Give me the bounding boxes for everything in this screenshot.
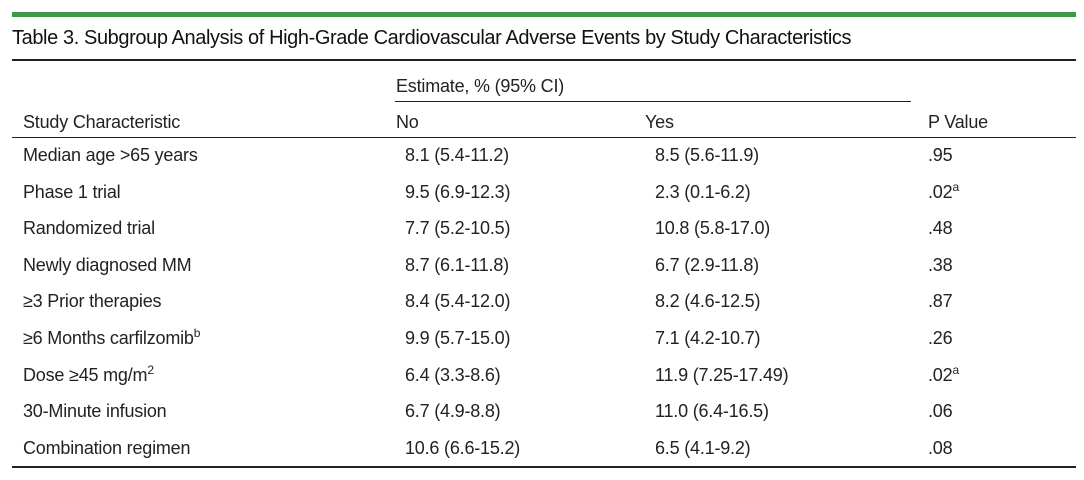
characteristic-text: Phase 1 trial: [23, 181, 121, 202]
table-cell: ≥3 Prior therapies: [23, 291, 162, 312]
bottom-rule: [12, 466, 1076, 468]
no-text: 8.4 (5.4-12.0): [405, 291, 511, 312]
table-cell: 11.0 (6.4-16.5): [655, 401, 769, 421]
accent-bar: [12, 12, 1076, 17]
characteristic-text: ≥3 Prior therapies: [23, 291, 162, 312]
footnote-mark: a: [952, 179, 959, 194]
table-title: Table 3. Subgroup Analysis of High-Grade…: [12, 27, 852, 49]
no-text: 9.5 (6.9-12.3): [405, 181, 511, 202]
table-cell: .38: [928, 254, 953, 275]
no-text: 7.7 (5.2-10.5): [405, 218, 511, 239]
table-cell: 10.6 (6.6-15.2): [405, 438, 520, 458]
top-rule: [12, 59, 1076, 61]
p-text: .06: [928, 401, 953, 422]
characteristic-text: ≥6 Months carfilzomib: [23, 328, 194, 348]
yes-text: 11.9 (7.25-17.49): [655, 364, 789, 385]
table-cell: 8.4 (5.4-12.0): [405, 291, 510, 311]
characteristic-text: Newly diagnosed MM: [23, 254, 192, 275]
table-cell: 7.7 (5.2-10.5): [405, 218, 510, 238]
p-text: .02: [928, 181, 953, 202]
table-cell: .06: [928, 401, 953, 422]
group-rule: [395, 101, 911, 102]
characteristic-text: Randomized trial: [23, 218, 155, 239]
yes-text: 6.5 (4.1-9.2): [655, 437, 751, 458]
yes-text: 8.2 (4.6-12.5): [655, 291, 761, 312]
table-cell: .48: [928, 218, 953, 239]
table-cell: .02a: [928, 362, 959, 385]
table-cell: .95: [928, 145, 953, 165]
table-cell: 8.2 (4.6-12.5): [655, 291, 760, 311]
table-cell: .87: [928, 291, 953, 312]
p-text: .48: [928, 218, 953, 239]
column-header: P Value: [928, 112, 988, 132]
table-cell: 10.8 (5.8-17.0): [655, 218, 770, 238]
no-text: 8.7 (6.1-11.8): [405, 254, 509, 275]
table-cell: 9.5 (6.9-12.3): [405, 182, 510, 202]
table-cell: 8.1 (5.4-11.2): [405, 145, 509, 165]
yes-text: 10.8 (5.8-17.0): [655, 218, 771, 239]
table-cell: .26: [928, 328, 953, 348]
characteristic-text: Combination regimen: [23, 437, 191, 458]
footnote-mark: 2: [147, 362, 154, 377]
table-cell: Phase 1 trial: [23, 181, 121, 202]
p-text: .87: [928, 291, 953, 312]
p-text: .95: [928, 145, 953, 165]
column-header: Study Characteristic: [23, 112, 181, 132]
no-text: 6.4 (3.3-8.6): [405, 364, 501, 385]
yes-text: 6.7 (2.9-11.8): [655, 254, 759, 275]
table-cell: 6.7 (2.9-11.8): [655, 255, 759, 275]
p-text: .26: [928, 328, 953, 348]
yes-text: 8.5 (5.6-11.9): [655, 145, 759, 165]
table-cell: 9.9 (5.7-15.0): [405, 328, 510, 348]
p-text: .38: [928, 254, 953, 275]
table-cell: Randomized trial: [23, 218, 155, 238]
p-text: .02: [928, 364, 953, 385]
no-text: 8.1 (5.4-11.2): [405, 145, 509, 165]
table-cell: 6.7 (4.9-8.8): [405, 401, 501, 422]
table-cell: 2.3 (0.1-6.2): [655, 181, 751, 202]
p-text: .08: [928, 437, 953, 458]
table-cell: Newly diagnosed MM: [23, 254, 192, 275]
group-header: Estimate, % (95% CI): [396, 76, 565, 96]
characteristic-text: 30-Minute infusion: [23, 401, 167, 422]
no-text: 10.6 (6.6-15.2): [405, 437, 521, 458]
table-cell: 8.5 (5.6-11.9): [655, 145, 759, 165]
characteristic-text: Dose ≥45 mg/m: [23, 364, 148, 385]
yes-text: 2.3 (0.1-6.2): [655, 181, 751, 202]
column-header: No: [396, 112, 419, 132]
column-header: Yes: [645, 112, 674, 132]
table-cell: Dose ≥45 mg/m2: [23, 362, 154, 385]
footnote-mark: a: [952, 362, 959, 377]
table-cell: ≥6 Months carfilzomibb: [23, 326, 201, 348]
header-rule: [12, 137, 1076, 138]
table-cell: .08: [928, 437, 953, 458]
table-cell: 8.7 (6.1-11.8): [405, 255, 509, 275]
characteristic-text: Median age >65 years: [23, 145, 198, 165]
table-cell: 7.1 (4.2-10.7): [655, 328, 760, 348]
yes-text: 11.0 (6.4-16.5): [655, 401, 769, 422]
footnote-mark: b: [193, 326, 201, 340]
no-text: 6.7 (4.9-8.8): [405, 401, 501, 422]
table-cell: 6.5 (4.1-9.2): [655, 437, 751, 458]
table-cell: Median age >65 years: [23, 145, 198, 165]
no-text: 9.9 (5.7-15.0): [405, 328, 511, 348]
table-cell: Combination regimen: [23, 438, 190, 458]
yes-text: 7.1 (4.2-10.7): [655, 328, 761, 348]
table-cell: 11.9 (7.25-17.49): [655, 364, 789, 385]
table-cell: .02a: [928, 179, 959, 202]
table-cell: 30-Minute infusion: [23, 401, 167, 421]
table-cell: 6.4 (3.3-8.6): [405, 364, 501, 385]
